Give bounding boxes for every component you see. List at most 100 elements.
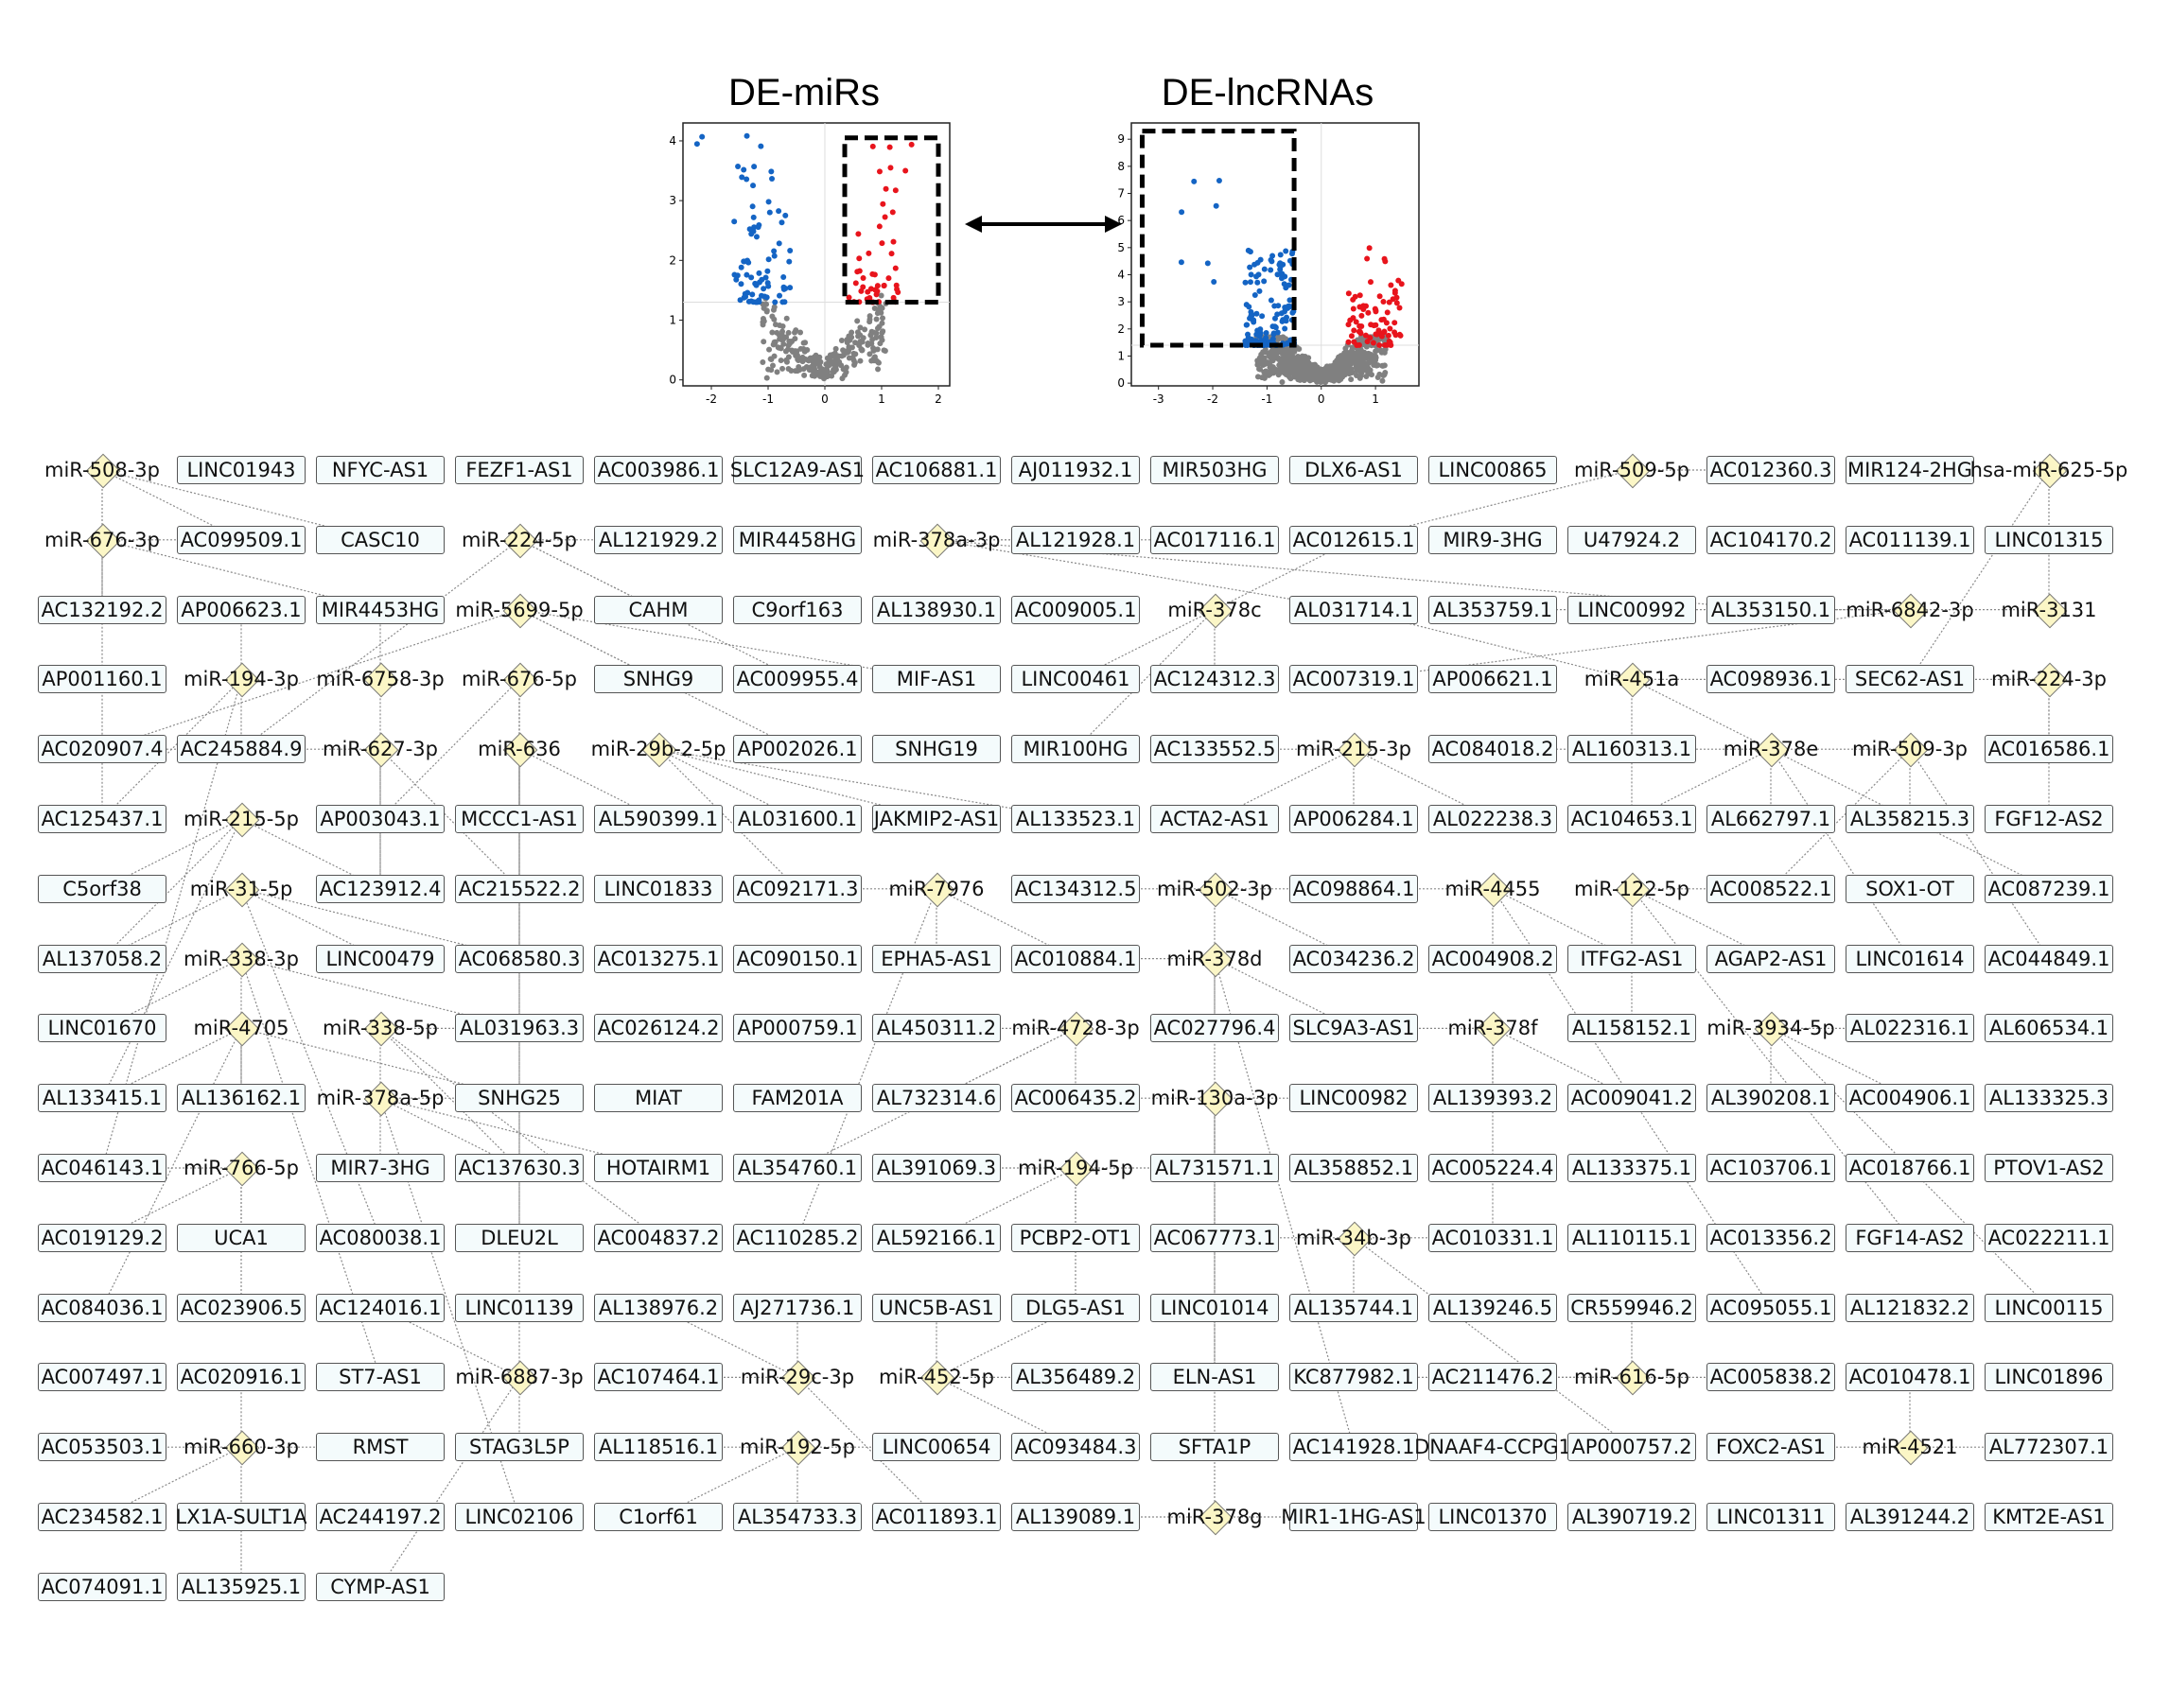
lncrna-node-dlx6-as1[interactable]: DLX6-AS1	[1289, 456, 1418, 484]
lncrna-node-ac008522-1[interactable]: AC008522.1	[1706, 874, 1835, 903]
mirna-node-mir-627-3p[interactable]: miR-627-3p	[316, 732, 445, 768]
mirna-node-mir-4705[interactable]: miR-4705	[177, 1012, 306, 1047]
lncrna-node-ac023906-5[interactable]: AC023906.5	[177, 1293, 306, 1322]
lncrna-node-ap003043-1[interactable]: AP003043.1	[316, 805, 445, 833]
lncrna-node-ac090150-1[interactable]: AC090150.1	[733, 944, 862, 973]
lncrna-node-ac012360-3[interactable]: AC012360.3	[1706, 456, 1835, 484]
lncrna-node-al136162-1[interactable]: AL136162.1	[177, 1084, 306, 1113]
lncrna-node-ac020916-1[interactable]: AC020916.1	[177, 1363, 306, 1392]
lncrna-node-c9orf163[interactable]: C9orf163	[733, 595, 862, 624]
lncrna-node-aj011932-1[interactable]: AJ011932.1	[1011, 456, 1140, 484]
lncrna-node-ap001160-1[interactable]: AP001160.1	[38, 665, 166, 694]
lncrna-node-sfta1p[interactable]: SFTA1P	[1150, 1433, 1279, 1462]
lncrna-node-cr559946-2[interactable]: CR559946.2	[1567, 1293, 1696, 1322]
lncrna-node-ap000759-1[interactable]: AP000759.1	[733, 1014, 862, 1043]
lncrna-node-linc01311[interactable]: LINC01311	[1706, 1503, 1835, 1531]
lncrna-node-al031600-1[interactable]: AL031600.1	[733, 805, 862, 833]
lncrna-node-nfyc-as1[interactable]: NFYC-AS1	[316, 456, 445, 484]
lncrna-node-mif-as1[interactable]: MIF-AS1	[872, 665, 1001, 694]
lncrna-node-al590399-1[interactable]: AL590399.1	[594, 805, 723, 833]
lncrna-node-linc01896[interactable]: LINC01896	[1985, 1363, 2113, 1392]
lncrna-node-ac003986-1[interactable]: AC003986.1	[594, 456, 723, 484]
lncrna-node-al133415-1[interactable]: AL133415.1	[38, 1084, 166, 1113]
mirna-node-mir-378a-3p[interactable]: miR-378a-3p	[872, 523, 1001, 559]
lncrna-node-agap2-as1[interactable]: AGAP2-AS1	[1706, 944, 1835, 973]
lncrna-node-snhg25[interactable]: SNHG25	[455, 1084, 584, 1113]
lncrna-node-dleu2l[interactable]: DLEU2L	[455, 1223, 584, 1252]
lncrna-node-al121928-1[interactable]: AL121928.1	[1011, 525, 1140, 554]
lncrna-node-ac107464-1[interactable]: AC107464.1	[594, 1363, 723, 1392]
lncrna-node-mir4458hg[interactable]: MIR4458HG	[733, 525, 862, 554]
lncrna-node-ac027796-4[interactable]: AC027796.4	[1150, 1014, 1279, 1043]
lncrna-node-slc9a3-as1[interactable]: SLC9A3-AS1	[1289, 1014, 1418, 1043]
lncrna-node-al772307-1[interactable]: AL772307.1	[1985, 1433, 2113, 1462]
lncrna-node-ac132192-2[interactable]: AC132192.2	[38, 595, 166, 624]
mirna-node-mir-338-3p[interactable]: miR-338-3p	[177, 942, 306, 977]
lncrna-node-slc12a9-as1[interactable]: SLC12A9-AS1	[730, 456, 865, 484]
lncrna-node-sec62-as1[interactable]: SEC62-AS1	[1846, 665, 1974, 694]
lncrna-node-ac125437-1[interactable]: AC125437.1	[38, 805, 166, 833]
lncrna-node-ac099509-1[interactable]: AC099509.1	[177, 525, 306, 554]
mirna-node-mir-509-5p[interactable]: miR-509-5p	[1567, 453, 1696, 489]
mirna-node-mir-6887-3p[interactable]: miR-6887-3p	[455, 1361, 584, 1396]
lncrna-node-ac010884-1[interactable]: AC010884.1	[1011, 944, 1140, 973]
mirna-node-mir-616-5p[interactable]: miR-616-5p	[1567, 1361, 1696, 1396]
mirna-node-mir-676-5p[interactable]: miR-676-5p	[455, 663, 584, 698]
lncrna-node-epha5-as1[interactable]: EPHA5-AS1	[872, 944, 1001, 973]
lncrna-node-ac104170-2[interactable]: AC104170.2	[1706, 525, 1835, 554]
lncrna-node-ac104653-1[interactable]: AC104653.1	[1567, 805, 1696, 833]
lncrna-node-mir100hg[interactable]: MIR100HG	[1011, 735, 1140, 764]
lncrna-node-ac013356-2[interactable]: AC013356.2	[1706, 1223, 1835, 1252]
lncrna-node-ac124016-1[interactable]: AC124016.1	[316, 1293, 445, 1322]
lncrna-node-al135925-1[interactable]: AL135925.1	[177, 1572, 306, 1601]
lncrna-node-al356489-2[interactable]: AL356489.2	[1011, 1363, 1140, 1392]
lncrna-node-st7-as1[interactable]: ST7-AS1	[316, 1363, 445, 1392]
lncrna-node-ac103706-1[interactable]: AC103706.1	[1706, 1154, 1835, 1182]
lncrna-node-linc00115[interactable]: LINC00115	[1985, 1293, 2113, 1322]
mirna-node-mir-676-3p[interactable]: miR-676-3p	[38, 523, 166, 559]
mirna-node-mir-660-3p[interactable]: miR-660-3p	[177, 1430, 306, 1466]
lncrna-node-ac009041-2[interactable]: AC009041.2	[1567, 1084, 1696, 1113]
lncrna-node-ac016586-1[interactable]: AC016586.1	[1985, 735, 2113, 764]
lncrna-node-ap000757-2[interactable]: AP000757.2	[1567, 1433, 1696, 1462]
lncrna-node-al391244-2[interactable]: AL391244.2	[1846, 1503, 1974, 1531]
lncrna-node-ac080038-1[interactable]: AC080038.1	[316, 1223, 445, 1252]
mirna-node-mir-215-3p[interactable]: miR-215-3p	[1289, 732, 1418, 768]
lncrna-node-ac068580-3[interactable]: AC068580.3	[455, 944, 584, 973]
mirna-node-mir-31-5p[interactable]: miR-31-5p	[177, 872, 306, 908]
lncrna-node-linc00654[interactable]: LINC00654	[872, 1433, 1001, 1462]
lncrna-node-ac004906-1[interactable]: AC004906.1	[1846, 1084, 1974, 1113]
lncrna-node-linc00461[interactable]: LINC00461	[1011, 665, 1140, 694]
lncrna-node-mccc1-as1[interactable]: MCCC1-AS1	[455, 805, 584, 833]
lncrna-node-ac044849-1[interactable]: AC044849.1	[1985, 944, 2113, 973]
lncrna-node-ac012615-1[interactable]: AC012615.1	[1289, 525, 1418, 554]
lncrna-node-al592166-1[interactable]: AL592166.1	[872, 1223, 1001, 1252]
mirna-node-mir-194-5p[interactable]: miR-194-5p	[1011, 1151, 1140, 1187]
lncrna-node-al031963-3[interactable]: AL031963.3	[455, 1014, 584, 1043]
lncrna-node-ac007319-1[interactable]: AC007319.1	[1289, 665, 1418, 694]
lncrna-node-ac123912-4[interactable]: AC123912.4	[316, 874, 445, 903]
lncrna-node-linc01139[interactable]: LINC01139	[455, 1293, 584, 1322]
lncrna-node-al031714-1[interactable]: AL031714.1	[1289, 595, 1418, 624]
lncrna-node-ac098864-1[interactable]: AC098864.1	[1289, 874, 1418, 903]
mirna-node-hsa-mir-625-5p[interactable]: hsa-miR-625-5p	[1970, 453, 2127, 489]
lncrna-node-kmt2e-as1[interactable]: KMT2E-AS1	[1985, 1503, 2113, 1531]
lncrna-node-al732314-6[interactable]: AL732314.6	[872, 1084, 1001, 1113]
lncrna-node-mir124-2hg[interactable]: MIR124-2HG	[1846, 456, 1974, 484]
lncrna-node-al110115-1[interactable]: AL110115.1	[1567, 1223, 1696, 1252]
lncrna-node-linc00992[interactable]: LINC00992	[1567, 595, 1696, 624]
mirna-node-mir-766-5p[interactable]: miR-766-5p	[177, 1151, 306, 1187]
lncrna-node-casc10[interactable]: CASC10	[316, 525, 445, 554]
mirna-node-mir-378e[interactable]: miR-378e	[1706, 732, 1835, 768]
mirna-node-mir-451a[interactable]: miR-451a	[1567, 663, 1696, 698]
lncrna-node-ac244197-2[interactable]: AC244197.2	[316, 1503, 445, 1531]
lncrna-node-hotairm1[interactable]: HOTAIRM1	[594, 1154, 723, 1182]
lncrna-node-stag3l5p[interactable]: STAG3L5P	[455, 1433, 584, 1462]
mirna-node-mir-509-3p[interactable]: miR-509-3p	[1846, 732, 1974, 768]
lncrna-node-ac074091-1[interactable]: AC074091.1	[38, 1572, 166, 1601]
lncrna-node-al353759-1[interactable]: AL353759.1	[1428, 595, 1557, 624]
lncrna-node-ac098936-1[interactable]: AC098936.1	[1706, 665, 1835, 694]
mirna-node-mir-224-5p[interactable]: miR-224-5p	[455, 523, 584, 559]
lncrna-node-linc02106[interactable]: LINC02106	[455, 1503, 584, 1531]
lncrna-node-ac026124-2[interactable]: AC026124.2	[594, 1014, 723, 1043]
